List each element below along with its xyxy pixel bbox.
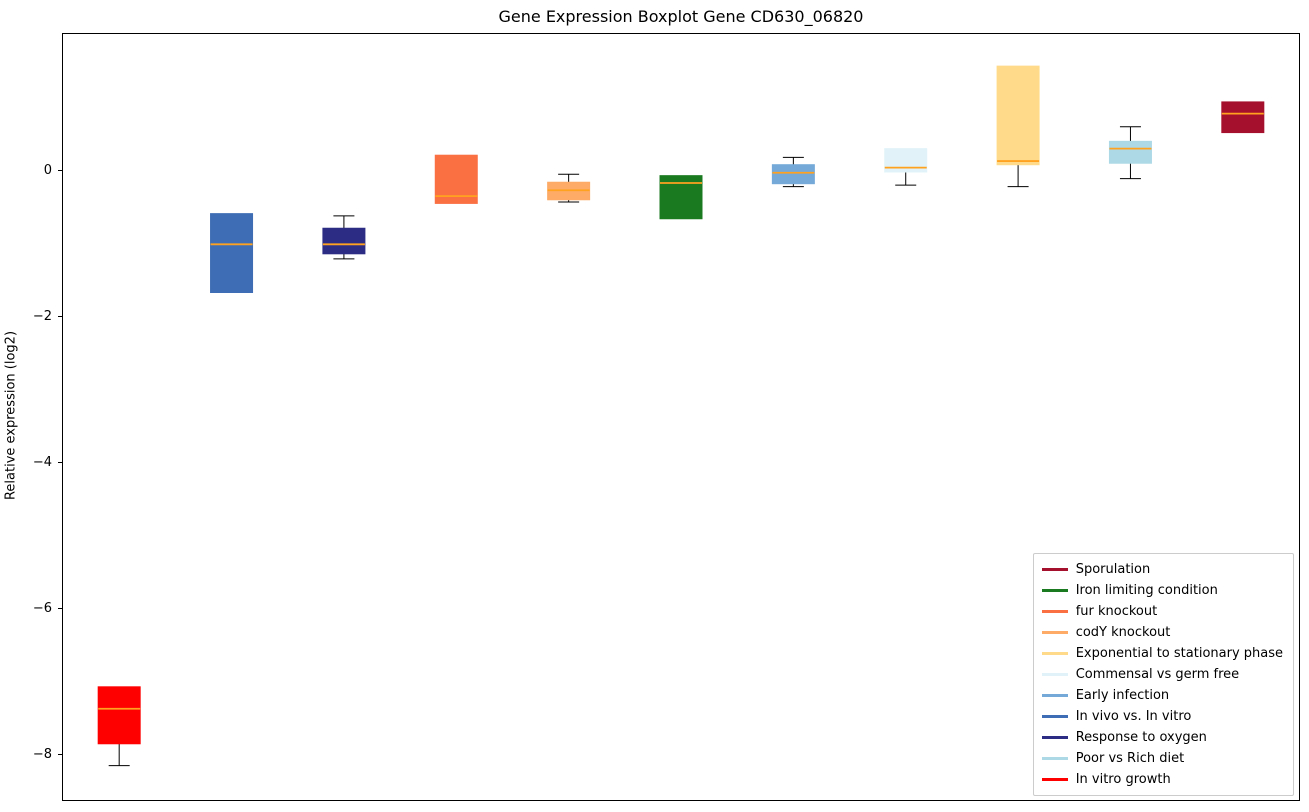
box-group-8 xyxy=(884,148,928,186)
box-group-6 xyxy=(659,175,703,220)
box xyxy=(1221,101,1265,134)
y-tick-label: −6 xyxy=(32,600,52,616)
legend-label: fur knockout xyxy=(1075,604,1158,619)
box-group-3 xyxy=(322,215,366,260)
y-tick-mark xyxy=(58,608,62,610)
box-group-5 xyxy=(547,173,591,203)
box xyxy=(884,148,928,173)
legend-swatch-line xyxy=(1041,610,1068,613)
legend-item: Commensal vs germ free xyxy=(1041,664,1283,685)
legend-label: Sporulation xyxy=(1075,562,1151,577)
legend-swatch-line xyxy=(1041,778,1068,781)
plot-area: Sporulation Iron limiting condition fur kn… xyxy=(62,33,1300,801)
y-tick-label: −2 xyxy=(32,308,52,324)
box-group-4 xyxy=(434,154,478,204)
legend-item: fur knockout xyxy=(1041,601,1283,622)
legend-item: Sporulation xyxy=(1041,559,1283,580)
legend-label: In vitro growth xyxy=(1075,772,1171,787)
legend-label: Exponential to stationary phase xyxy=(1075,646,1283,661)
legend-label: In vivo vs. In vitro xyxy=(1075,709,1192,724)
chart-title: Gene Expression Boxplot Gene CD630_06820 xyxy=(498,7,864,26)
legend-label: Early infection xyxy=(1075,688,1170,703)
boxplot-canvas xyxy=(97,65,1265,767)
legend-swatch-line xyxy=(1041,631,1068,634)
legend-item: Exponential to stationary phase xyxy=(1041,643,1283,664)
y-tick-label: −4 xyxy=(32,454,52,470)
box xyxy=(97,686,141,745)
legend-swatch-line xyxy=(1041,757,1068,760)
legend-label: Poor vs Rich diet xyxy=(1075,751,1185,766)
legend-item: codY knockout xyxy=(1041,622,1283,643)
box xyxy=(996,65,1040,166)
legend-item: In vitro growth xyxy=(1041,769,1283,790)
legend-swatch-line xyxy=(1041,673,1068,676)
legend-item: Early infection xyxy=(1041,685,1283,706)
legend-item: Iron limiting condition xyxy=(1041,580,1283,601)
legend: Sporulation Iron limiting condition fur kn… xyxy=(1032,553,1294,796)
box-group-7 xyxy=(771,156,815,188)
legend-item: Response to oxygen xyxy=(1041,727,1283,748)
legend-label: codY knockout xyxy=(1075,625,1171,640)
box xyxy=(771,164,815,185)
legend-label: Iron limiting condition xyxy=(1075,583,1218,598)
box xyxy=(322,227,366,255)
y-tick-mark xyxy=(58,754,62,756)
y-tick-label: −8 xyxy=(32,746,52,762)
box xyxy=(210,213,254,293)
legend-swatch-line xyxy=(1041,568,1068,571)
legend-item: Poor vs Rich diet xyxy=(1041,748,1283,769)
box-group-1 xyxy=(97,686,141,767)
y-tick-mark xyxy=(58,315,62,318)
legend-swatch-line xyxy=(1041,589,1068,592)
legend-swatch-line xyxy=(1041,715,1068,718)
legend-swatch-line xyxy=(1041,736,1068,739)
box xyxy=(1108,140,1152,164)
legend-swatch-line xyxy=(1041,694,1068,697)
box-group-10 xyxy=(1108,126,1152,180)
legend-item: In vivo vs. In vitro xyxy=(1041,706,1283,727)
box-group-9 xyxy=(996,65,1040,188)
y-tick-mark xyxy=(58,169,62,172)
box-group-2 xyxy=(210,213,254,293)
y-tick-label: 0 xyxy=(43,162,52,178)
legend-label: Response to oxygen xyxy=(1075,730,1207,745)
legend-label: Commensal vs germ free xyxy=(1075,667,1240,682)
y-tick-mark xyxy=(58,462,62,464)
box-group-11 xyxy=(1221,101,1265,134)
legend-swatch-line xyxy=(1041,652,1068,655)
